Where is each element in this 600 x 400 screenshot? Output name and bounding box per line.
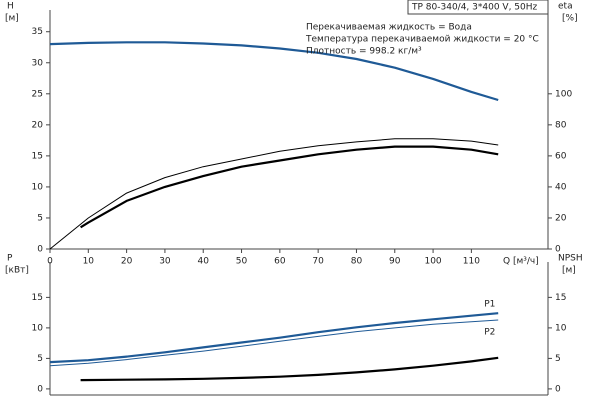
y2-tick-label: 80 xyxy=(555,120,567,130)
y-tick-label: 25 xyxy=(32,89,43,99)
x-tick-label: 20 xyxy=(121,257,133,267)
x-tick-label: 30 xyxy=(159,257,171,267)
x-tick-label: 10 xyxy=(83,257,95,267)
y-tick-label: 0 xyxy=(37,245,43,255)
y-tick-label: 15 xyxy=(32,293,43,303)
series-label: P2 xyxy=(484,327,495,337)
x-axis-label: Q [м³/ч] xyxy=(503,257,539,267)
x-tick-label: 50 xyxy=(236,257,248,267)
y-tick-label: 15 xyxy=(32,151,43,161)
curve xyxy=(80,145,499,229)
curve xyxy=(49,41,499,102)
title-box xyxy=(407,0,549,15)
curve xyxy=(80,356,499,382)
y2-tick-label: 60 xyxy=(555,151,567,161)
y-tick-label: 5 xyxy=(37,354,43,364)
x-tick-label: 80 xyxy=(351,257,363,267)
y-tick-label: 5 xyxy=(37,213,43,223)
x-tick-label: 110 xyxy=(463,257,480,267)
y-axis-unit: [кВт] xyxy=(5,266,29,276)
y2-tick-label: 10 xyxy=(555,323,567,333)
y2-tick-label: 20 xyxy=(555,213,567,223)
x-tick-label: 100 xyxy=(424,257,441,267)
y2-tick-label: 0 xyxy=(555,245,561,255)
y-tick-label: 10 xyxy=(32,182,44,192)
y2-tick-label: 0 xyxy=(555,384,561,394)
y-tick-label: 35 xyxy=(32,27,43,37)
curve xyxy=(49,138,499,250)
y-axis-label: H xyxy=(7,2,14,12)
y-axis-label: P xyxy=(7,254,13,264)
y2-axis-unit: [м] xyxy=(562,266,576,276)
chart-title: TP 80-340/4, 3*400 V, 50Hz xyxy=(411,3,538,13)
y2-tick-label: 100 xyxy=(555,89,572,99)
annotation: Перекачиваемая жидкость = Вода xyxy=(306,23,472,33)
y2-axis-unit: [%] xyxy=(562,14,578,24)
annotation: Плотность = 998.2 кг/м³ xyxy=(306,47,422,57)
y-tick-label: 20 xyxy=(32,120,44,130)
curve xyxy=(49,319,499,367)
x-tick-label: 40 xyxy=(198,257,210,267)
x-tick-label: 0 xyxy=(47,257,53,267)
y-tick-label: 10 xyxy=(32,323,44,333)
y-axis-unit: [м] xyxy=(5,14,19,24)
x-tick-label: 70 xyxy=(312,257,324,267)
y-tick-label: 0 xyxy=(37,384,43,394)
series-label: P1 xyxy=(484,300,495,310)
curve xyxy=(49,312,499,364)
y2-axis-label: eta xyxy=(558,2,573,12)
annotation: Температура перекачиваемой жидкости = 20… xyxy=(305,35,539,45)
x-tick-label: 90 xyxy=(389,257,401,267)
y2-tick-label: 40 xyxy=(555,182,567,192)
y2-axis-label: NPSH xyxy=(558,254,583,264)
x-tick-label: 60 xyxy=(274,257,286,267)
y-tick-label: 30 xyxy=(32,58,44,68)
y2-tick-label: 5 xyxy=(555,354,561,364)
y2-tick-label: 15 xyxy=(555,293,566,303)
